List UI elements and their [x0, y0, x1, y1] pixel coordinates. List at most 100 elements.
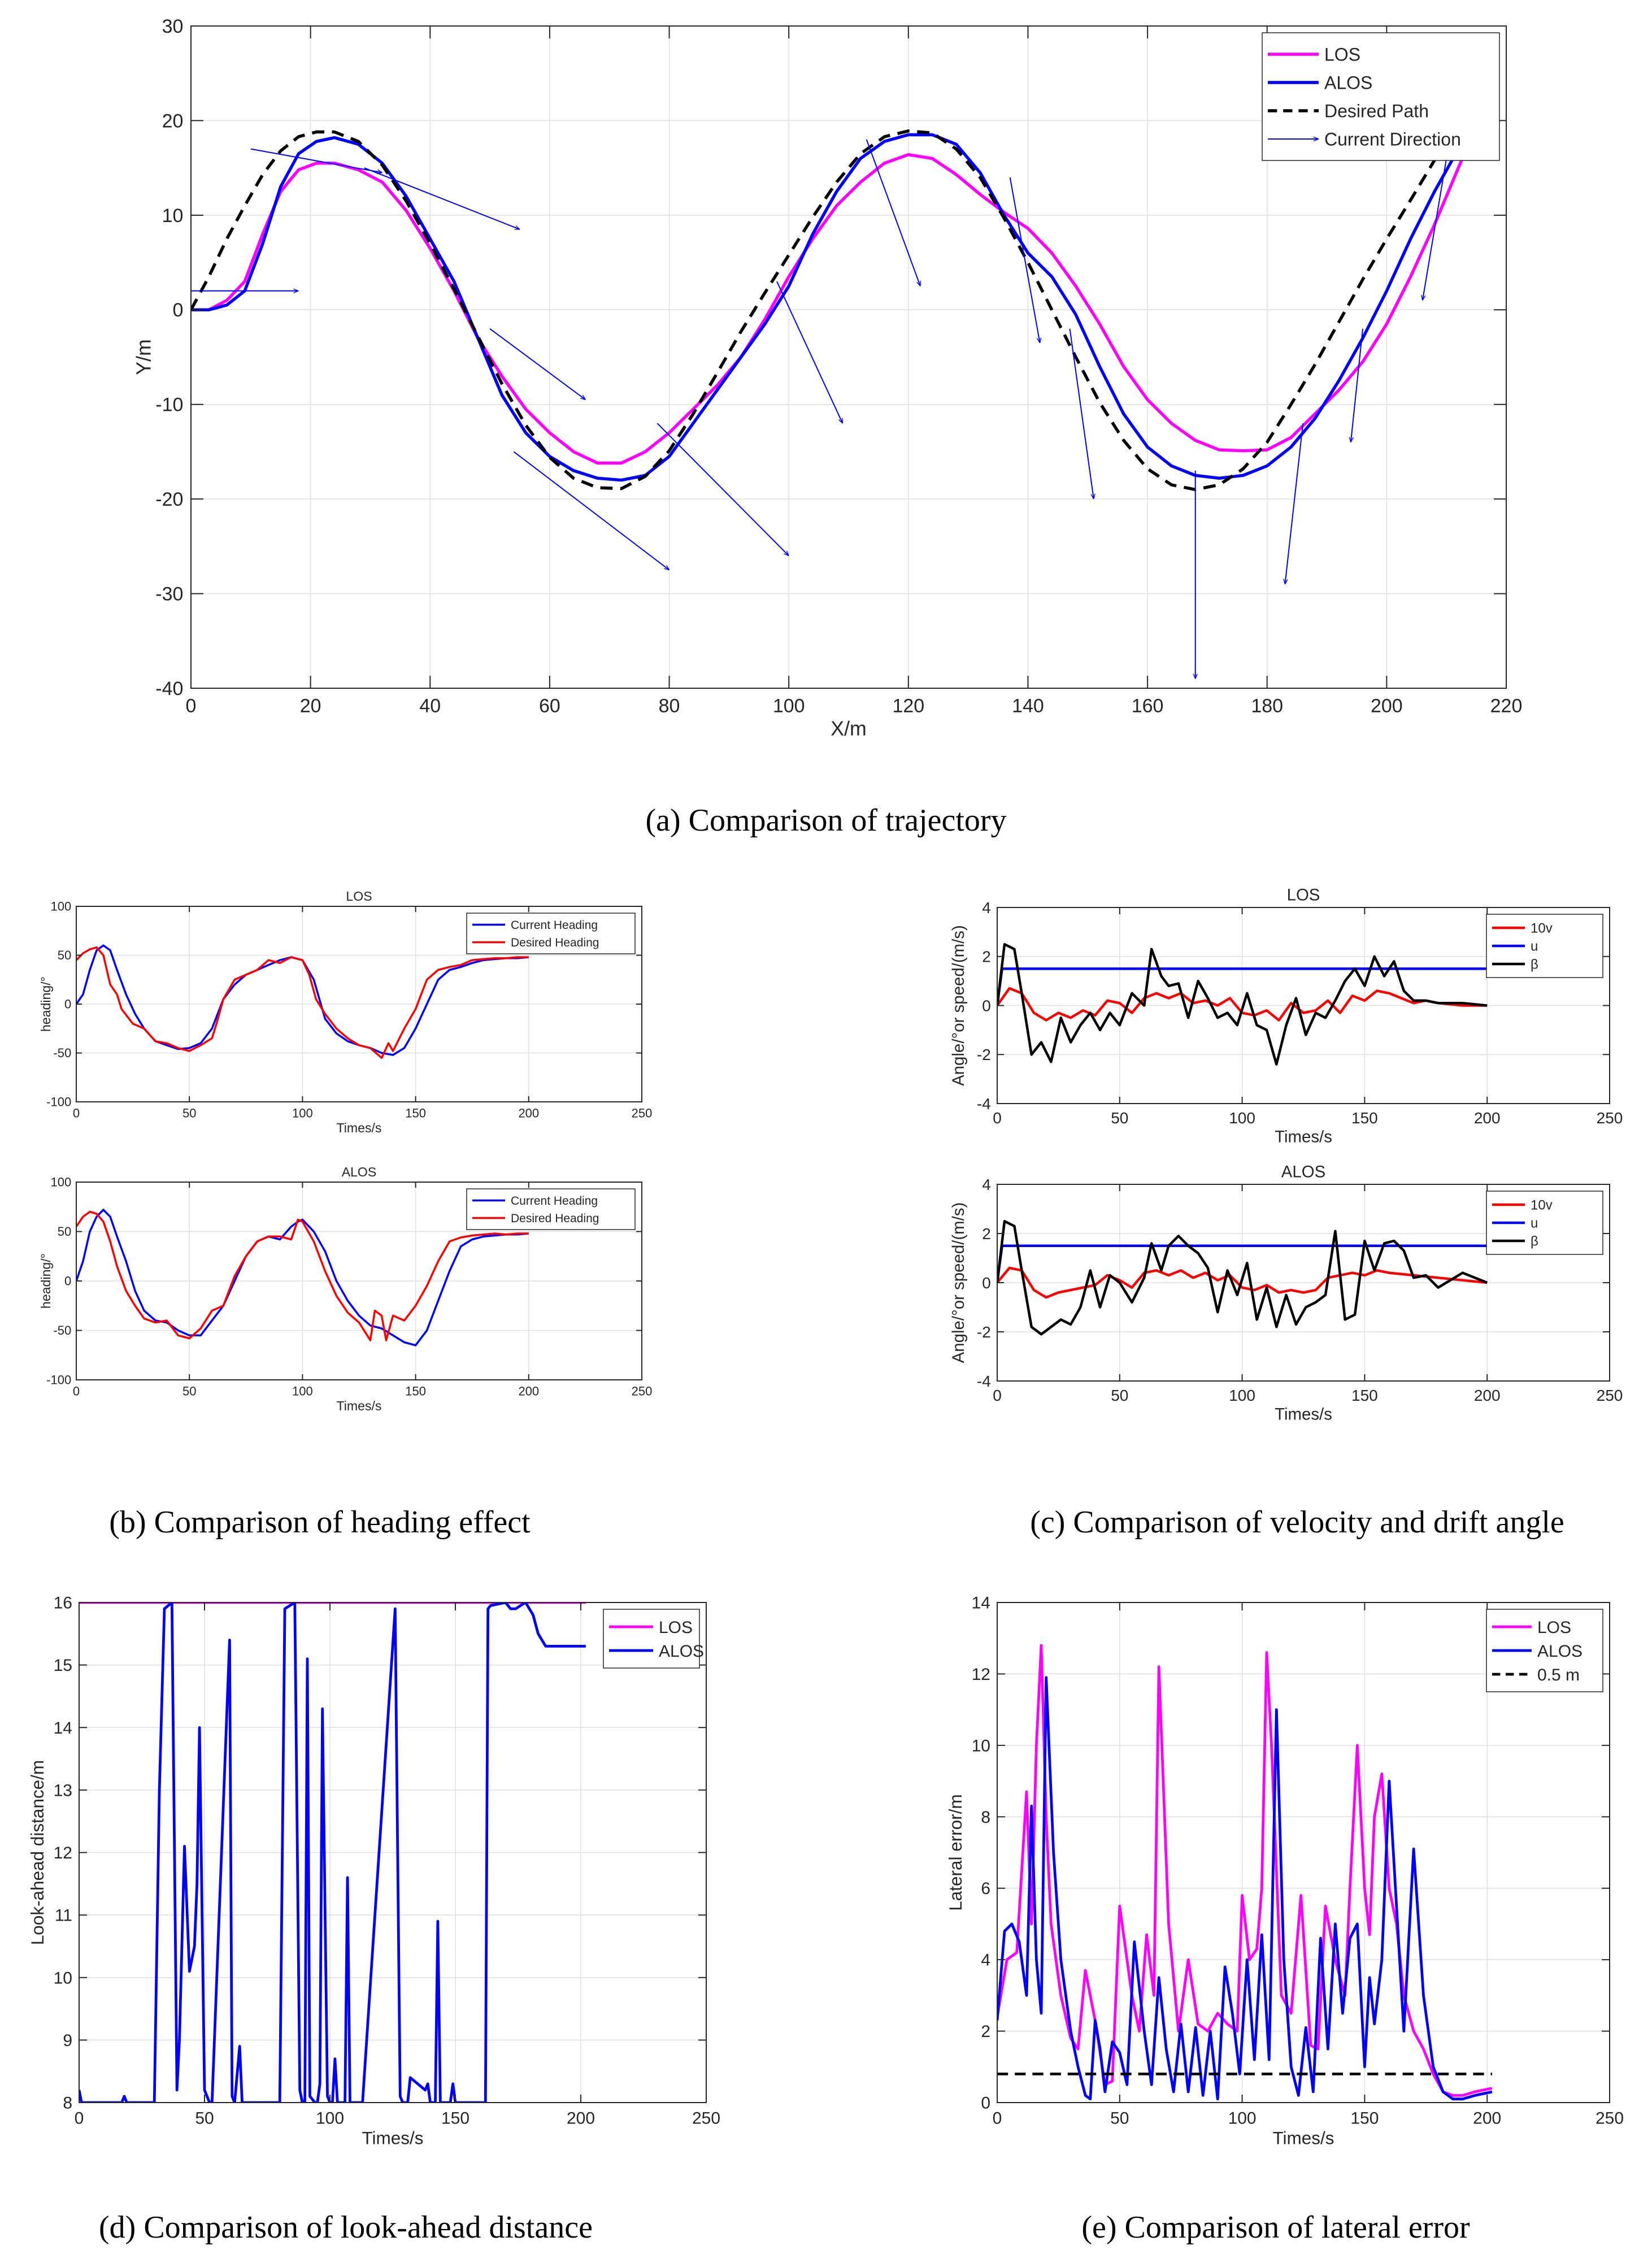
x-tick-label: 200: [1474, 1387, 1501, 1404]
y-tick-label: 8: [981, 1808, 990, 1827]
x-tick-label: 0: [993, 1109, 1002, 1127]
series-line-alos: [79, 1602, 586, 2103]
x-tick-label: 150: [1350, 2109, 1379, 2128]
y-tick-label: 50: [58, 1224, 71, 1239]
chart-title: LOS: [1287, 885, 1320, 904]
legend-label: 0.5 m: [1537, 1666, 1580, 1684]
legend-label: LOS: [1537, 1618, 1571, 1637]
x-tick-label: 100: [1229, 1109, 1255, 1127]
x-tick-label: 0: [75, 2109, 84, 2128]
legend-label: LOS: [659, 1618, 693, 1637]
direction-arrow: [1423, 158, 1447, 300]
legend: LOS ALOS 0.5 m: [1486, 1609, 1603, 1692]
x-tick-label: 100: [1229, 1387, 1255, 1404]
y-axis-label: Look-ahead distance/m: [27, 1760, 47, 1945]
x-tick-label: 100: [773, 696, 805, 717]
velocity-los-chart: 0 50 100 150 200 250 -4 -2 0 2 4 Times/s Angle/°or s…: [949, 885, 1623, 1146]
legend: Current Heading Desired Heading: [466, 913, 636, 954]
y-tick-label: -20: [155, 489, 183, 510]
x-tick-label: 40: [419, 696, 441, 717]
legend-box: [603, 1609, 700, 1669]
legend-label: β: [1531, 957, 1538, 972]
y-tick-label: 0: [982, 997, 991, 1014]
legend-label: ALOS: [659, 1642, 704, 1661]
x-tick-label: 180: [1251, 696, 1283, 717]
y-tick-label: 0: [982, 1274, 991, 1292]
legend-label: 10v: [1531, 1198, 1553, 1213]
heading-los-chart: 0 50 100 150 200 250 -100 -50 0 50 100 Times/s headi…: [38, 889, 653, 1135]
y-tick-label: 11: [55, 1906, 72, 1925]
legend: LOS ALOS: [603, 1609, 704, 1669]
series-line--: [997, 943, 1488, 1066]
y-tick-label: -10: [155, 394, 183, 416]
legend-label: Current Heading: [511, 919, 598, 932]
x-tick-label: 50: [1111, 1109, 1128, 1127]
legend-label: Desired Path: [1324, 101, 1429, 121]
y-axis-label: heading/°: [38, 1253, 53, 1309]
y-tick-label: 50: [58, 948, 71, 962]
x-tick-label: 0: [993, 2109, 1002, 2128]
y-tick-label: 13: [54, 1781, 72, 1800]
x-tick-label: 200: [567, 2109, 595, 2128]
y-axis-label: Lateral error/m: [945, 1794, 966, 1911]
caption-a: (a) Comparison of trajectory: [645, 803, 1006, 838]
y-tick-label: 14: [54, 1719, 72, 1738]
y-tick-label: -40: [155, 678, 183, 700]
y-tick-label: 2: [981, 2022, 990, 2041]
x-tick-label: 160: [1132, 696, 1164, 717]
lateral-error-chart: 0 50 100 150 200 250 0 2 4 6 8 10 12 14 Times/s Lateral…: [945, 1594, 1624, 2148]
y-axis-label: heading/°: [38, 976, 53, 1032]
y-tick-label: -2: [977, 1323, 991, 1341]
legend-label: u: [1531, 1216, 1538, 1231]
y-tick-label: -30: [155, 583, 183, 605]
legend-label: Current Direction: [1324, 129, 1461, 150]
plot-series-group: [79, 1602, 586, 2103]
y-tick-label: 4: [981, 1951, 990, 1970]
legend-label: Desired Heading: [511, 936, 599, 949]
series-line-10v: [997, 1266, 1488, 1299]
x-tick-label: 250: [632, 1384, 653, 1399]
y-tick-label: -50: [53, 1323, 71, 1337]
chart-title: ALOS: [1281, 1162, 1325, 1181]
y-tick-label: 0: [981, 2094, 990, 2113]
y-tick-label: 0: [172, 299, 183, 321]
x-tick-label: 250: [632, 1106, 653, 1121]
series-line-desired-path: [191, 95, 1490, 492]
plot-frame: [190, 25, 1507, 689]
x-axis-label: Times/s: [337, 1399, 382, 1413]
legend-box: [466, 1188, 636, 1230]
y-tick-label: 10: [972, 1736, 990, 1755]
direction-arrow: [866, 139, 920, 286]
x-tick-label: 150: [1351, 1387, 1378, 1404]
direction-arrow: [513, 451, 669, 570]
x-axis-label: X/m: [831, 717, 866, 740]
x-tick-label: 120: [892, 696, 924, 717]
x-tick-label: 0: [186, 696, 197, 717]
caption-c: (c) Comparison of velocity and drift ang…: [1030, 1505, 1564, 1540]
y-tick-label: -100: [46, 1373, 71, 1387]
plot-series-group: [997, 1220, 1492, 1336]
x-tick-label: 0: [73, 1106, 80, 1121]
y-tick-label: 2: [982, 948, 991, 966]
x-tick-label: 0: [73, 1384, 80, 1399]
x-tick-label: 150: [1351, 1109, 1378, 1127]
x-tick-label: 200: [518, 1106, 539, 1121]
x-tick-label: 150: [405, 1384, 426, 1399]
y-tick-label: 6: [981, 1879, 990, 1898]
y-tick-label: 10: [54, 1969, 72, 1987]
lookahead-chart: 0 50 100 150 200 250 8 9 10 11 12 13 14 15 16 Times/s Lo…: [27, 1594, 720, 2148]
y-axis-label: Angle/°or speed/(m/s): [949, 1202, 968, 1363]
chart-title: LOS: [346, 889, 372, 904]
y-tick-label: 14: [972, 1594, 990, 1613]
legend-label: LOS: [1324, 45, 1360, 65]
x-tick-label: 140: [1012, 696, 1044, 717]
x-axis-label: Times/s: [362, 2128, 423, 2148]
y-tick-label: -2: [977, 1046, 991, 1063]
legend: 10v uβ: [1486, 914, 1603, 978]
y-tick-label: 100: [50, 1175, 71, 1189]
x-tick-label: 50: [1111, 1387, 1128, 1404]
y-axis-label: Angle/°or speed/(m/s): [949, 925, 968, 1086]
y-tick-label: -4: [977, 1373, 991, 1390]
plot-series-group: [76, 944, 529, 1059]
